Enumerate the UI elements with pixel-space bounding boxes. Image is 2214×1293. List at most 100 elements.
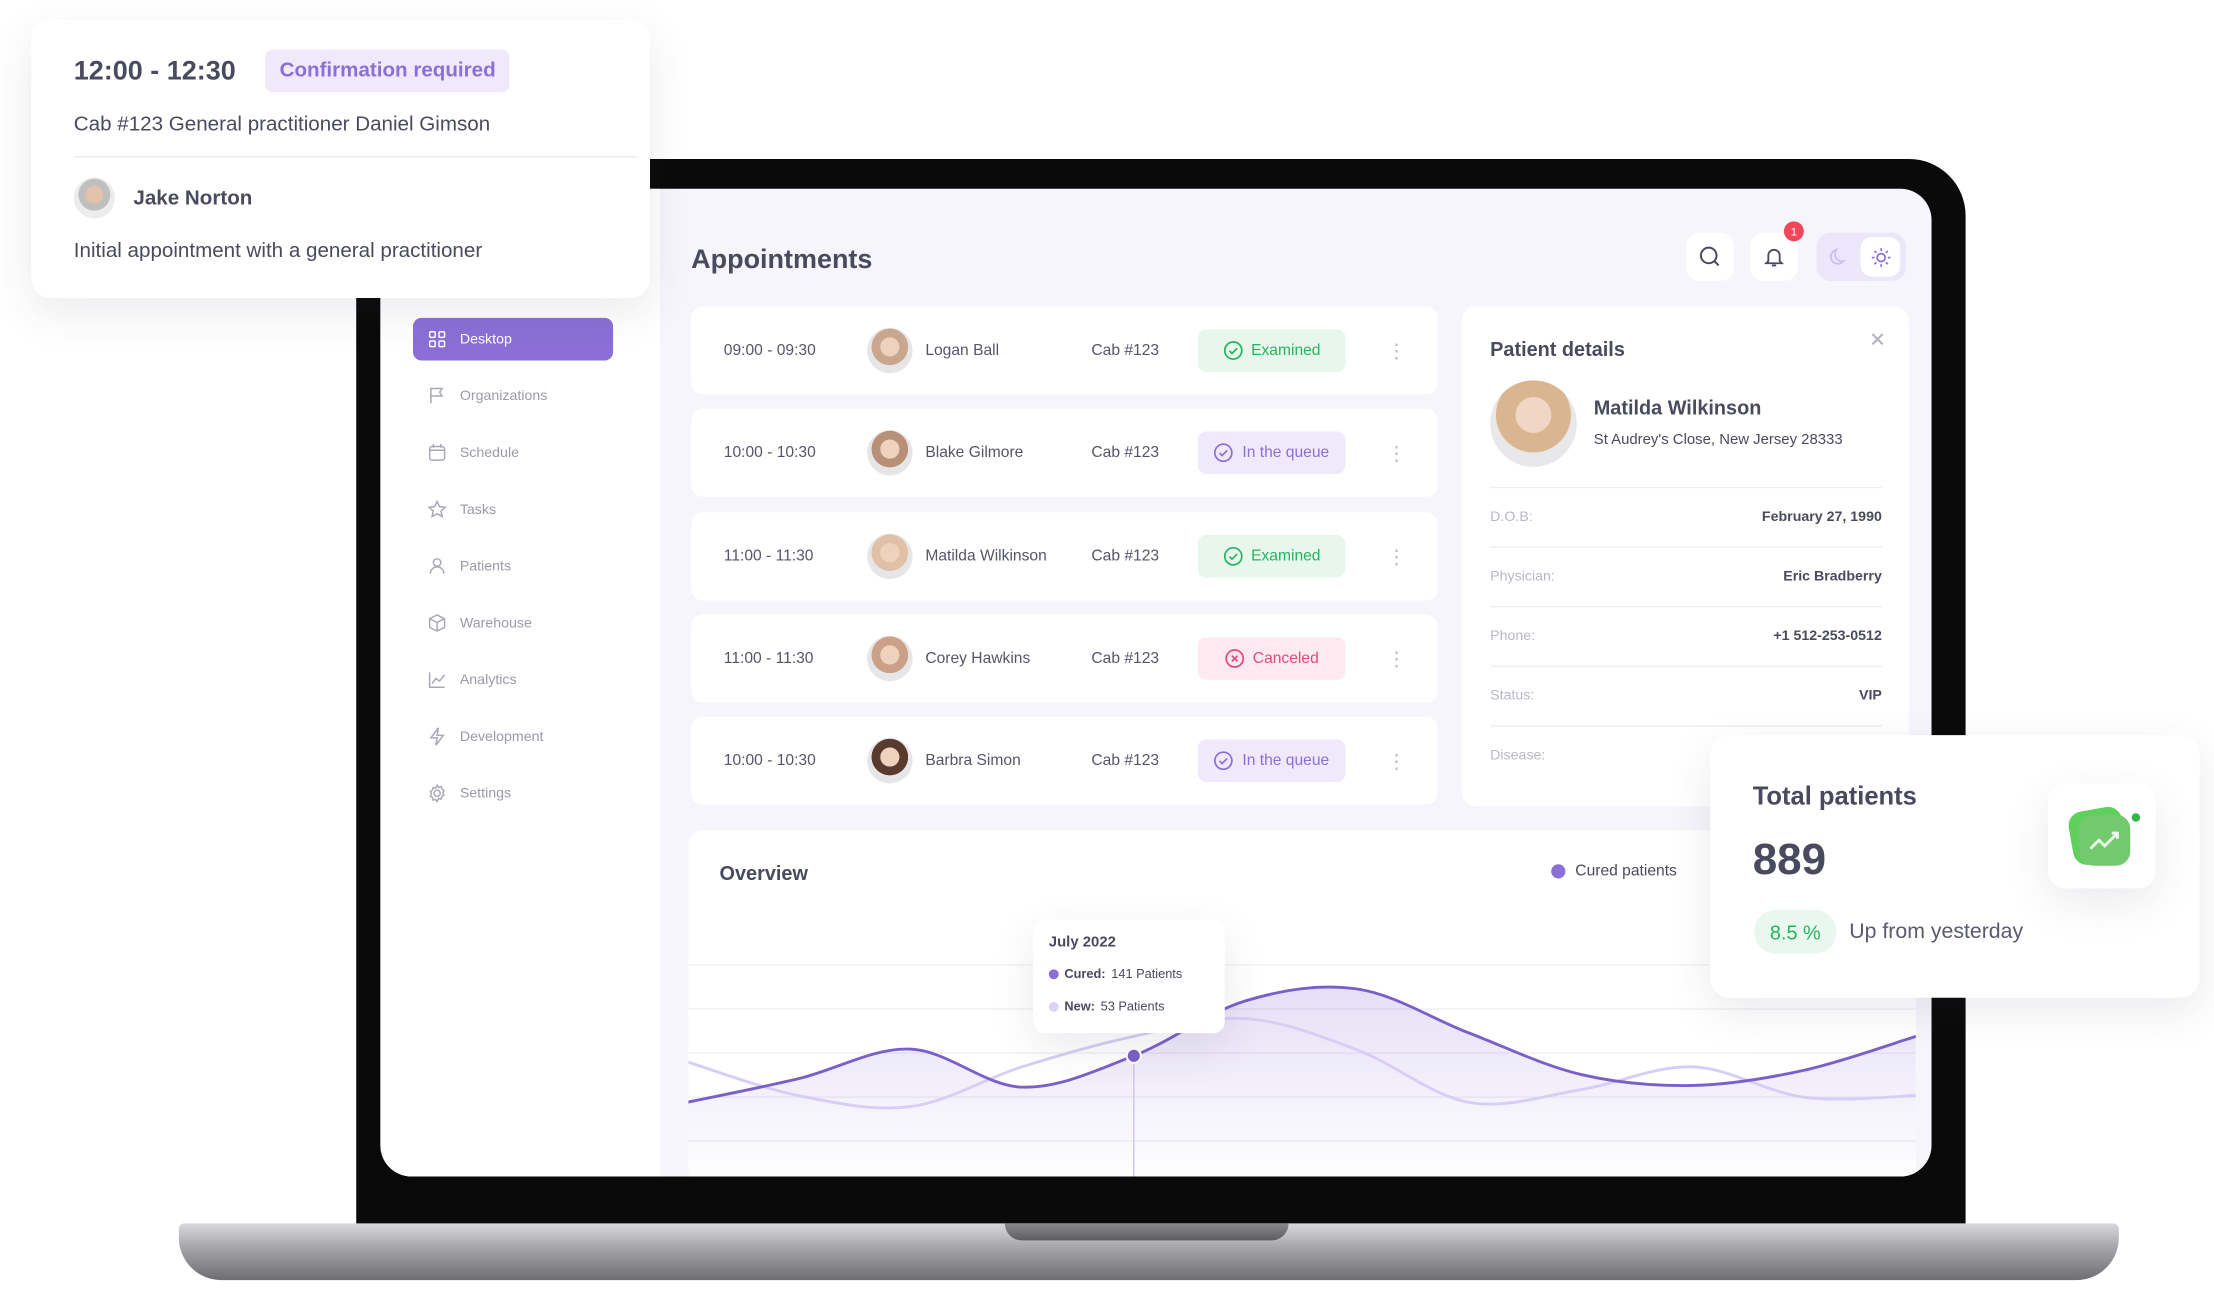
patient-name: Barbra Simon bbox=[925, 752, 1021, 770]
sidebar-item-settings[interactable]: Settings bbox=[413, 772, 613, 815]
check-circle-icon bbox=[1214, 443, 1234, 463]
sidebar-item-patients[interactable]: Patients bbox=[413, 545, 613, 588]
notification-badge: 1 bbox=[1783, 221, 1804, 242]
detail-row: Physician: Eric Bradberry bbox=[1490, 546, 1882, 606]
appointment-time: 09:00 - 09:30 bbox=[723, 342, 816, 360]
sidebar-item-label: Schedule bbox=[459, 444, 520, 461]
detail-value: February 27, 1990 bbox=[1761, 509, 1882, 526]
tooltip-new-label: New: bbox=[1064, 999, 1095, 1014]
detail-label: Status: bbox=[1490, 688, 1535, 704]
tooltip-title: July 2022 bbox=[1048, 933, 1116, 951]
tooltip-cured-label: Cured: bbox=[1064, 966, 1106, 981]
sidebar-item-warehouse[interactable]: Warehouse bbox=[413, 602, 613, 645]
appointment-time: 10:00 - 10:30 bbox=[723, 444, 816, 462]
sidebar-item-label: Analytics bbox=[459, 671, 517, 688]
appointment-time: 10:00 - 10:30 bbox=[723, 752, 816, 770]
more-options-icon[interactable]: ⋮ bbox=[1386, 646, 1407, 670]
close-icon[interactable]: ✕ bbox=[1869, 327, 1886, 351]
notifications-button[interactable]: 1 bbox=[1749, 221, 1804, 282]
appointment-row[interactable]: 09:00 - 09:30 Logan Ball Cab #123 Examin… bbox=[691, 306, 1438, 395]
sidebar: Desktop Organizations Schedule Tasks Patient… bbox=[380, 188, 660, 1177]
chart-tooltip: July 2022 Cured: 141 Patients New: 53 Pati… bbox=[1033, 919, 1225, 1034]
box-icon bbox=[428, 614, 446, 632]
sidebar-item-organizations[interactable]: Organizations bbox=[413, 375, 613, 418]
check-circle-icon bbox=[1223, 341, 1242, 360]
theme-toggle[interactable] bbox=[1816, 232, 1906, 282]
sidebar-item-analytics[interactable]: Analytics bbox=[413, 659, 613, 702]
light-mode-button[interactable] bbox=[1860, 237, 1901, 277]
more-options-icon[interactable]: ⋮ bbox=[1386, 749, 1407, 773]
patient-name: Blake Gilmore bbox=[925, 444, 1024, 462]
chart-icon bbox=[428, 672, 446, 688]
patient-avatar bbox=[867, 533, 913, 579]
detail-value: +1 512-253-0512 bbox=[1773, 628, 1882, 645]
detail-label: D.O.B: bbox=[1490, 509, 1533, 526]
appointment-time: 11:00 - 11:30 bbox=[723, 547, 814, 565]
search-button[interactable] bbox=[1686, 232, 1735, 282]
patient-avatar bbox=[867, 430, 913, 476]
chart-legend: Cured patients bbox=[1551, 863, 1677, 880]
change-text: Up from yesterday bbox=[1849, 919, 2024, 944]
status-label: In the queue bbox=[1242, 752, 1330, 770]
appointment-row[interactable]: 11:00 - 11:30 Matilda Wilkinson Cab #123… bbox=[691, 511, 1438, 600]
more-options-icon[interactable]: ⋮ bbox=[1386, 441, 1407, 465]
grid-icon bbox=[428, 330, 446, 348]
cured-data-point[interactable] bbox=[1125, 1047, 1142, 1064]
patient-avatar bbox=[1490, 380, 1577, 467]
more-options-icon[interactable]: ⋮ bbox=[1386, 339, 1407, 362]
tooltip-cured: Cured: 141 Patients bbox=[1048, 966, 1183, 981]
appointment-row[interactable]: 10:00 - 10:30 Blake Gilmore Cab #123 In … bbox=[691, 409, 1438, 498]
star-icon bbox=[427, 499, 447, 519]
total-patients-value: 889 bbox=[1752, 834, 1827, 885]
status-badge: Canceled bbox=[1197, 637, 1346, 680]
status-label: In the queue bbox=[1242, 444, 1330, 462]
detail-label: Physician: bbox=[1490, 569, 1555, 585]
cab-number: Cab #123 bbox=[1091, 547, 1160, 565]
sidebar-item-label: Development bbox=[459, 728, 544, 745]
status-badge: In the queue bbox=[1197, 431, 1346, 475]
detail-label: Phone: bbox=[1490, 628, 1536, 645]
total-patients-card: Total patients 889 8.5 % Up from yesterd… bbox=[1710, 735, 2200, 998]
moon-icon bbox=[1830, 248, 1846, 265]
detail-row: Disease: bbox=[1490, 725, 1882, 785]
sidebar-item-tasks[interactable]: Tasks bbox=[413, 488, 613, 531]
legend-swatch bbox=[1551, 864, 1566, 879]
sidebar-item-label: Warehouse bbox=[459, 615, 532, 631]
check-circle-icon bbox=[1214, 751, 1234, 771]
overview-title: Overview bbox=[719, 861, 808, 885]
cab-number: Cab #123 bbox=[1091, 649, 1160, 667]
detail-row: Phone: +1 512-253-0512 bbox=[1490, 605, 1882, 666]
more-options-icon[interactable]: ⋮ bbox=[1386, 544, 1407, 568]
appointment-popup[interactable]: 12:00 - 12:30 Confirmation required Cab … bbox=[31, 19, 650, 299]
tooltip-cured-value: 141 Patients bbox=[1111, 966, 1183, 981]
status-label: Canceled bbox=[1252, 649, 1319, 667]
sidebar-item-label: Patients bbox=[459, 558, 512, 575]
detail-row: Status: VIP bbox=[1490, 665, 1882, 726]
sidebar-item-development[interactable]: Development bbox=[413, 715, 613, 758]
appointment-row[interactable]: 11:00 - 11:30 Corey Hawkins Cab #123 Can… bbox=[691, 614, 1438, 703]
patient-name: Matilda Wilkinson bbox=[1593, 395, 1762, 419]
status-badge: In the queue bbox=[1197, 739, 1346, 783]
total-patients-title: Total patients bbox=[1752, 781, 1917, 811]
popup-details: Cab #123 General practitioner Daniel Gim… bbox=[73, 113, 491, 137]
user-icon bbox=[429, 558, 445, 574]
x-circle-icon bbox=[1224, 648, 1244, 668]
popup-patient-name: Jake Norton bbox=[133, 187, 253, 211]
patient-details-panel: Patient details ✕ Matilda Wilkinson St A… bbox=[1461, 306, 1909, 807]
confirmation-badge[interactable]: Confirmation required bbox=[265, 49, 510, 93]
sidebar-item-desktop[interactable]: Desktop bbox=[412, 317, 614, 361]
sidebar-item-schedule[interactable]: Schedule bbox=[413, 431, 613, 474]
popup-time: 12:00 - 12:30 bbox=[73, 56, 236, 87]
appointment-row[interactable]: 10:00 - 10:30 Barbra Simon Cab #123 In t… bbox=[691, 716, 1438, 805]
detail-value: Eric Bradberry bbox=[1783, 569, 1882, 585]
sidebar-item-label: Tasks bbox=[459, 501, 497, 518]
legend-label: Cured patients bbox=[1575, 862, 1677, 880]
panel-title: Patient details bbox=[1490, 337, 1625, 361]
detail-value: VIP bbox=[1858, 688, 1882, 704]
patient-name: Corey Hawkins bbox=[925, 649, 1031, 667]
cured-patients-line bbox=[688, 985, 1916, 1104]
sun-icon bbox=[1871, 247, 1890, 267]
search-icon bbox=[1699, 246, 1720, 267]
status-badge: Examined bbox=[1197, 329, 1346, 372]
trend-icon bbox=[2047, 783, 2156, 889]
